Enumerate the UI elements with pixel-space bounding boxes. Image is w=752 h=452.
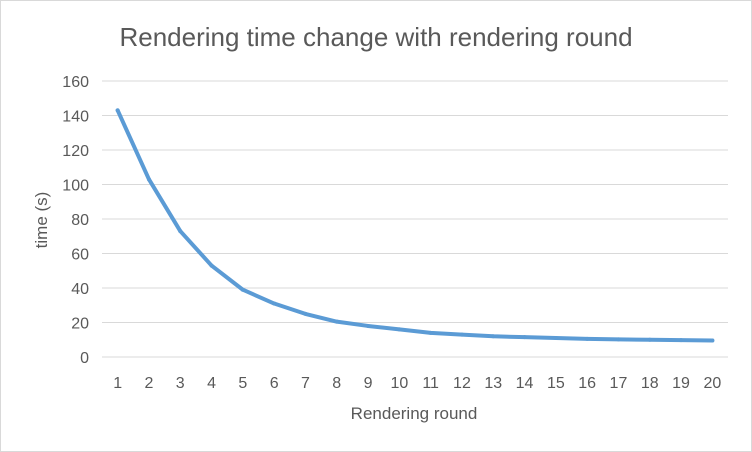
y-tick-label: 0 xyxy=(80,350,89,367)
data-point xyxy=(647,337,652,342)
x-tick-label: 7 xyxy=(301,375,310,392)
y-tick-label: 120 xyxy=(62,143,89,160)
x-tick-label: 19 xyxy=(672,375,690,392)
x-tick-label: 12 xyxy=(453,375,471,392)
y-tick-label: 20 xyxy=(71,316,89,333)
data-point xyxy=(240,287,245,292)
data-point xyxy=(209,263,214,268)
series-group xyxy=(115,108,715,343)
data-point xyxy=(178,229,183,234)
x-tick-label: 14 xyxy=(516,375,534,392)
x-tick-label: 20 xyxy=(703,375,721,392)
x-axis-title: Rendering round xyxy=(351,404,478,423)
x-tick-label: 17 xyxy=(610,375,628,392)
y-tick-label: 80 xyxy=(71,212,89,229)
x-tick-label: 13 xyxy=(484,375,502,392)
data-point xyxy=(710,338,715,343)
data-point xyxy=(491,334,496,339)
data-point xyxy=(146,177,151,182)
y-tick-label: 140 xyxy=(62,109,89,126)
data-point xyxy=(303,311,308,316)
x-tick-label: 9 xyxy=(364,375,373,392)
x-tick-label: 3 xyxy=(176,375,185,392)
y-tick-label: 40 xyxy=(71,281,89,298)
chart-title: Rendering time change with rendering rou… xyxy=(119,22,632,52)
x-tick-label: 1 xyxy=(113,375,122,392)
x-tick-label: 6 xyxy=(270,375,279,392)
x-tick-label: 11 xyxy=(422,375,439,392)
data-point xyxy=(522,335,527,340)
data-point xyxy=(272,301,277,306)
data-point xyxy=(397,327,402,332)
x-tick-label: 5 xyxy=(238,375,247,392)
x-tick-label: 2 xyxy=(144,375,153,392)
x-tick-label: 18 xyxy=(641,375,659,392)
gridlines xyxy=(102,80,728,358)
y-tick-label: 100 xyxy=(62,178,89,195)
data-point xyxy=(679,338,684,343)
x-tick-label: 4 xyxy=(207,375,216,392)
data-point xyxy=(366,323,371,328)
data-point xyxy=(459,332,464,337)
x-tick-label: 15 xyxy=(547,375,565,392)
x-axis-ticks: 1 2 3 4 5 6 7 8 9 10 11 12 13 14 15 16 17 18 19 20 xyxy=(113,375,721,392)
data-point xyxy=(428,330,433,335)
x-tick-label: 16 xyxy=(578,375,596,392)
y-tick-label: 160 xyxy=(62,74,89,91)
y-axis-title: time (s) xyxy=(32,192,51,249)
data-point xyxy=(553,336,558,341)
data-point xyxy=(616,337,621,342)
data-point xyxy=(115,108,120,113)
x-tick-label: 10 xyxy=(390,375,408,392)
y-tick-label: 60 xyxy=(71,247,89,264)
x-tick-label: 8 xyxy=(332,375,341,392)
y-axis-ticks: 0 20 40 60 80 100 120 140 160 xyxy=(62,74,89,367)
data-point xyxy=(334,319,339,324)
data-point xyxy=(585,336,590,341)
series-line xyxy=(115,108,715,343)
